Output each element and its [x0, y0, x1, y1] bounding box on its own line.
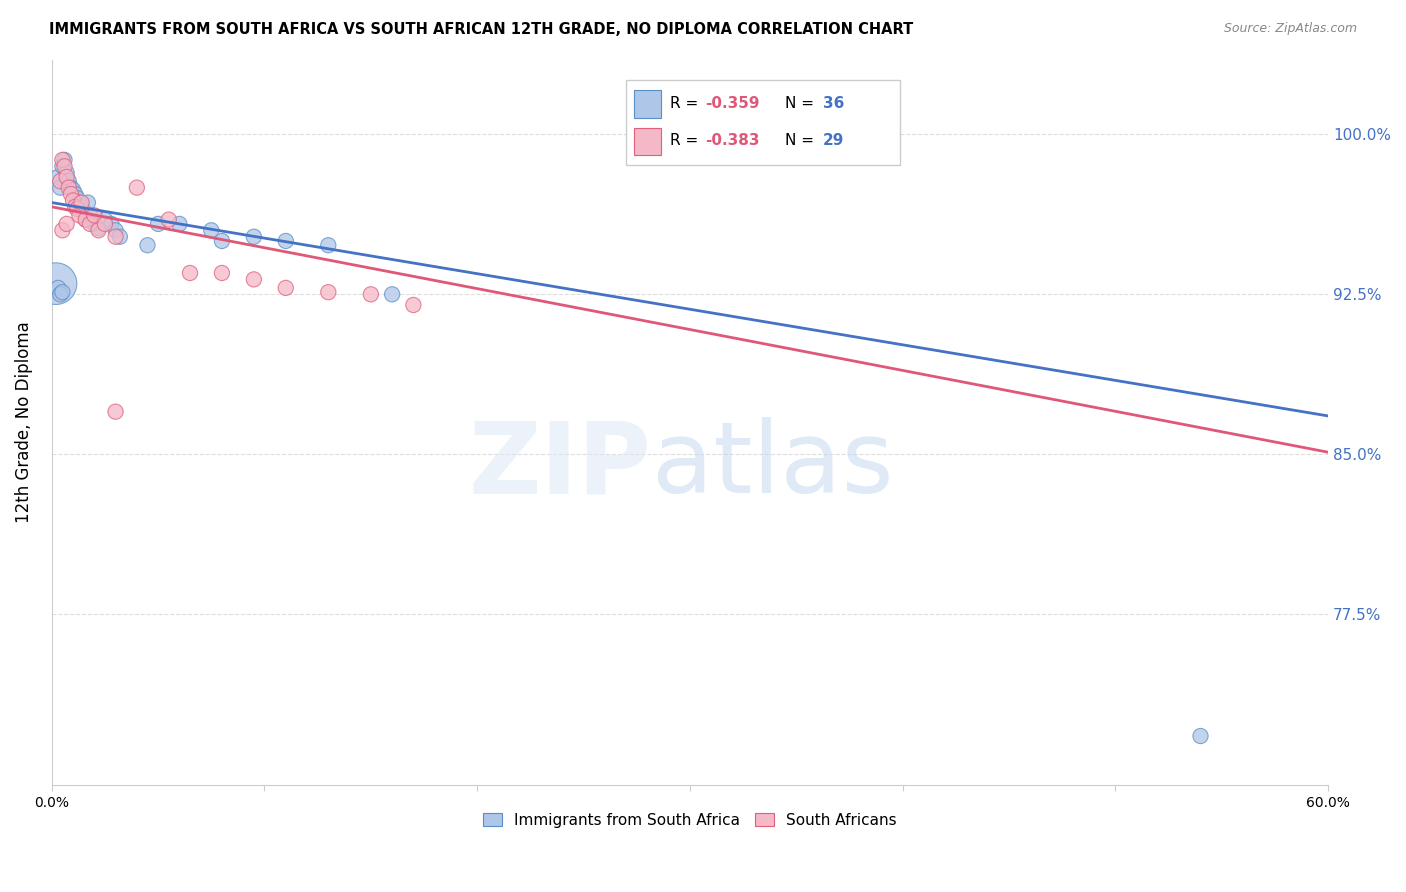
Point	[381, 287, 404, 301]
Point	[83, 217, 105, 231]
Legend: Immigrants from South Africa, South Africans: Immigrants from South Africa, South Afri…	[475, 805, 904, 836]
Point	[49, 287, 72, 301]
Point	[55, 217, 77, 231]
Point	[53, 153, 76, 167]
Point	[75, 212, 97, 227]
Point	[67, 195, 90, 210]
Point	[45, 277, 67, 291]
Point	[66, 202, 89, 216]
Point	[77, 195, 100, 210]
Text: ZIP: ZIP	[468, 417, 651, 515]
FancyBboxPatch shape	[626, 80, 900, 165]
Point	[51, 153, 73, 167]
Point	[316, 285, 339, 300]
Point	[55, 166, 77, 180]
Point	[59, 187, 82, 202]
Point	[125, 180, 148, 194]
Bar	[634, 90, 661, 118]
Point	[87, 221, 110, 235]
Point	[243, 272, 266, 286]
Point	[63, 187, 86, 202]
Point	[51, 285, 73, 300]
Text: R =: R =	[669, 96, 703, 112]
Point	[136, 238, 159, 252]
Point	[94, 212, 117, 227]
Point	[211, 234, 233, 248]
Point	[274, 281, 297, 295]
Point	[79, 217, 101, 231]
Point	[58, 174, 80, 188]
Bar	[634, 128, 661, 155]
Point	[146, 217, 169, 231]
Point	[211, 266, 233, 280]
Point	[70, 195, 93, 210]
Point	[49, 174, 72, 188]
Point	[179, 266, 201, 280]
Point	[104, 229, 127, 244]
Point	[243, 229, 266, 244]
Point	[108, 229, 131, 244]
Text: N =: N =	[785, 96, 818, 112]
Point	[87, 223, 110, 237]
Point	[59, 180, 82, 194]
Text: -0.383: -0.383	[706, 134, 759, 148]
Point	[62, 194, 84, 208]
Point	[104, 405, 127, 419]
Point	[73, 204, 96, 219]
Point	[58, 180, 80, 194]
Text: N =: N =	[785, 134, 818, 148]
Text: 29: 29	[823, 134, 845, 148]
Point	[63, 200, 86, 214]
Text: 36: 36	[823, 96, 845, 112]
Point	[46, 281, 69, 295]
Point	[316, 238, 339, 252]
Text: IMMIGRANTS FROM SOUTH AFRICA VS SOUTH AFRICAN 12TH GRADE, NO DIPLOMA CORRELATION: IMMIGRANTS FROM SOUTH AFRICA VS SOUTH AF…	[49, 22, 914, 37]
Point	[104, 223, 127, 237]
Point	[94, 217, 117, 231]
Point	[79, 208, 101, 222]
Text: atlas: atlas	[651, 417, 893, 515]
Point	[62, 183, 84, 197]
Text: -0.359: -0.359	[706, 96, 759, 112]
Point	[1189, 729, 1212, 743]
Point	[66, 191, 89, 205]
Y-axis label: 12th Grade, No Diploma: 12th Grade, No Diploma	[15, 321, 32, 524]
Point	[53, 159, 76, 173]
Point	[200, 223, 222, 237]
Point	[402, 298, 425, 312]
Point	[70, 200, 93, 214]
Text: R =: R =	[669, 134, 703, 148]
Point	[169, 217, 191, 231]
Point	[46, 169, 69, 184]
Point	[157, 212, 180, 227]
Point	[67, 208, 90, 222]
Point	[51, 223, 73, 237]
Text: Source: ZipAtlas.com: Source: ZipAtlas.com	[1223, 22, 1357, 36]
Point	[83, 208, 105, 222]
Point	[274, 234, 297, 248]
Point	[51, 159, 73, 173]
Point	[100, 217, 122, 231]
Point	[49, 180, 72, 194]
Point	[55, 169, 77, 184]
Point	[75, 212, 97, 227]
Point	[360, 287, 382, 301]
